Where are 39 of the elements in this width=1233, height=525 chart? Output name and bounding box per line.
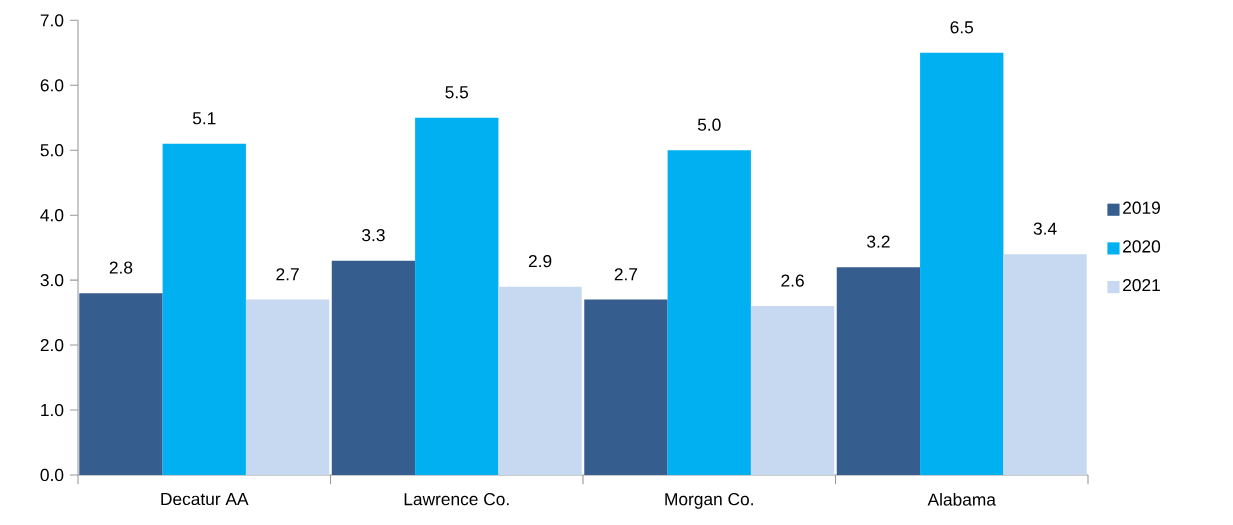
bar <box>162 143 246 475</box>
y-tick-label: 5.0 <box>40 144 64 157</box>
y-tick-label: 4.0 <box>40 209 64 222</box>
y-tick-label: 1.0 <box>41 403 64 417</box>
bar <box>750 306 835 475</box>
bar <box>79 293 163 475</box>
bar <box>1003 254 1087 475</box>
x-tick-label: Alabama <box>927 493 996 506</box>
data-label: 2.7 <box>614 268 638 281</box>
data-label: 3.4 <box>1033 222 1057 235</box>
x-tick-label: Decatur AA <box>161 493 249 506</box>
y-tick-label: 7.0 <box>40 14 64 27</box>
data-label: 2.9 <box>528 254 552 268</box>
data-label: 5.1 <box>192 112 216 125</box>
data-label: 3.3 <box>362 229 385 242</box>
bar <box>836 267 921 475</box>
bar <box>331 260 416 475</box>
legend-label: 2020 <box>1123 240 1161 253</box>
data-label: 5.5 <box>445 86 469 99</box>
y-tick-label: 2.0 <box>40 338 64 352</box>
bar <box>498 286 582 475</box>
bar <box>245 299 330 475</box>
legend-label: 2019 <box>1123 201 1160 214</box>
x-tick-label: Lawrence Co. <box>404 493 509 506</box>
y-tick-label: 6.0 <box>40 79 64 92</box>
data-label: 2.8 <box>109 261 133 274</box>
data-label: 5.0 <box>697 118 721 131</box>
data-label: 6.5 <box>950 21 974 34</box>
data-label: 2.7 <box>276 268 299 281</box>
legend-label: 2021 <box>1123 279 1160 292</box>
bar <box>584 299 668 475</box>
bar <box>667 150 751 475</box>
data-label: 3.2 <box>867 235 890 248</box>
bar <box>415 117 499 475</box>
x-tick-label: Morgan Co. <box>665 493 753 509</box>
bar <box>920 52 1004 475</box>
y-tick-label: 3.0 <box>40 273 64 287</box>
data-label: 2.6 <box>781 274 804 287</box>
y-tick-label: 0.0 <box>40 468 64 482</box>
